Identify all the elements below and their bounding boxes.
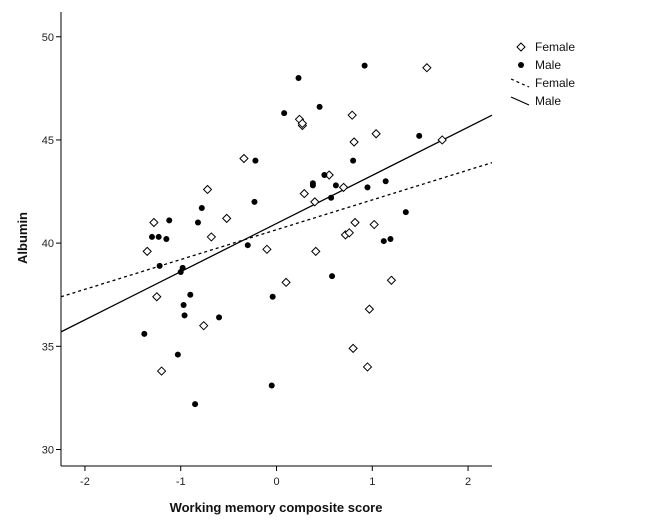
data-point-male	[380, 238, 387, 245]
data-point-male	[350, 157, 357, 164]
x-axis-title: Working memory composite score	[170, 500, 383, 515]
data-point-male	[328, 194, 335, 201]
y-tick-label: 40	[42, 238, 54, 250]
y-axis-title: Albumin	[15, 212, 30, 264]
y-tick-label: 45	[42, 135, 54, 147]
data-point-male	[141, 330, 148, 337]
data-point-male	[216, 314, 223, 321]
data-point-female	[371, 129, 381, 139]
data-point-female	[152, 292, 162, 302]
fit-lines	[60, 114, 493, 333]
data-point-female	[281, 277, 291, 288]
y-tick-label: 30	[42, 444, 54, 456]
data-point-male	[155, 233, 162, 240]
data-point-male	[194, 219, 201, 226]
legend-label: Female	[535, 76, 575, 90]
data-point-male	[364, 184, 371, 191]
data-point-male	[148, 233, 155, 240]
data-point-male	[180, 302, 187, 309]
data-point-male	[387, 236, 394, 242]
data-point-male	[252, 157, 259, 164]
data-point-female	[239, 153, 249, 164]
data-point-male	[332, 182, 339, 189]
data-point-male	[187, 291, 194, 298]
y-tick-label: 50	[42, 32, 54, 44]
data-point-female	[437, 135, 447, 145]
plot-area	[60, 62, 493, 408]
data-point-male	[321, 172, 328, 179]
x-tick-label: 1	[369, 476, 375, 488]
data-point-female	[364, 304, 375, 314]
data-point-male	[192, 401, 199, 408]
legend-symbol-circle-filled	[518, 62, 524, 68]
x-tick-label: -2	[80, 476, 90, 488]
data-point-male	[316, 103, 323, 110]
data-point-male	[166, 217, 173, 224]
data-point-male	[268, 382, 275, 389]
data-point-female	[362, 362, 373, 372]
legend-label: Male	[535, 58, 561, 72]
data-point-female	[262, 244, 272, 255]
data-point-male	[244, 242, 251, 249]
data-point-female	[206, 232, 217, 242]
data-point-female	[156, 366, 167, 376]
data-point-female	[202, 184, 213, 195]
x-axis-ticks: -2 -1 0 1 2	[80, 466, 471, 488]
data-point-male	[382, 178, 389, 185]
x-tick-label: -1	[176, 476, 186, 488]
axes: -2 -1 0 1 2 30 35 40 45 50	[42, 12, 492, 488]
data-point-male	[361, 62, 368, 69]
y-tick-label: 35	[42, 341, 54, 353]
data-point-female	[338, 182, 349, 193]
data-point-male	[309, 180, 316, 187]
legend-label: Male	[535, 94, 561, 108]
data-point-female	[199, 320, 209, 331]
legend-symbol-diamond-open	[516, 42, 526, 52]
data-point-female	[386, 275, 397, 285]
legend-symbol-dashed-line	[510, 78, 530, 88]
data-point-female	[350, 217, 360, 228]
data-points	[141, 62, 447, 408]
y-axis-ticks: 30 35 40 45 50	[42, 32, 61, 456]
legend-symbol-solid-line	[510, 96, 530, 106]
data-point-male	[269, 293, 276, 300]
legend-label: Female	[535, 40, 575, 54]
data-point-female	[221, 213, 232, 224]
data-point-female	[369, 219, 379, 230]
data-point-female	[348, 343, 358, 354]
data-point-male	[416, 132, 423, 139]
data-point-female	[349, 137, 359, 147]
data-point-female	[344, 228, 354, 238]
data-point-female	[297, 118, 308, 129]
data-point-female	[422, 63, 432, 73]
data-point-female	[299, 188, 309, 199]
data-point-male	[174, 351, 181, 358]
data-point-female	[347, 110, 357, 120]
fit-line-male-solid	[60, 114, 493, 333]
data-point-male	[179, 264, 186, 271]
data-point-male	[402, 209, 409, 216]
data-point-male	[251, 198, 258, 205]
data-point-male	[295, 75, 302, 82]
data-point-male	[181, 312, 188, 319]
legend: Female Male Female Male	[510, 40, 575, 108]
data-point-female	[149, 217, 159, 228]
fit-line-female-dashed	[60, 162, 493, 298]
data-point-male	[281, 110, 288, 117]
data-point-male	[163, 236, 170, 242]
data-point-male	[329, 273, 336, 280]
data-point-female	[311, 246, 321, 257]
x-tick-label: 2	[465, 476, 471, 488]
data-point-female	[142, 246, 152, 257]
data-point-male	[156, 262, 163, 269]
data-point-male	[198, 205, 205, 212]
data-point-female	[310, 197, 320, 207]
x-tick-label: 0	[273, 476, 279, 488]
